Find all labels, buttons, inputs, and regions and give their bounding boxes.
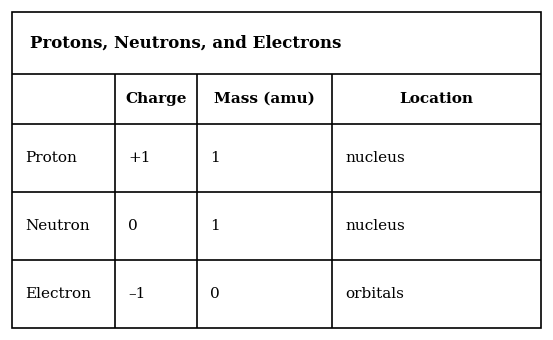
Text: –1: –1 — [128, 287, 145, 301]
Text: 0: 0 — [128, 219, 138, 233]
Text: Neutron: Neutron — [25, 219, 90, 233]
Text: nucleus: nucleus — [345, 151, 405, 165]
Text: +1: +1 — [128, 151, 150, 165]
Text: 1: 1 — [210, 151, 220, 165]
Text: Proton: Proton — [25, 151, 77, 165]
Text: Electron: Electron — [25, 287, 91, 301]
Text: Mass (amu): Mass (amu) — [214, 92, 315, 106]
Text: Charge: Charge — [126, 92, 187, 106]
Text: 1: 1 — [210, 219, 220, 233]
Text: Protons, Neutrons, and Electrons: Protons, Neutrons, and Electrons — [30, 34, 341, 51]
Text: Location: Location — [399, 92, 473, 106]
Text: orbitals: orbitals — [345, 287, 404, 301]
Text: 0: 0 — [210, 287, 220, 301]
Text: nucleus: nucleus — [345, 219, 405, 233]
